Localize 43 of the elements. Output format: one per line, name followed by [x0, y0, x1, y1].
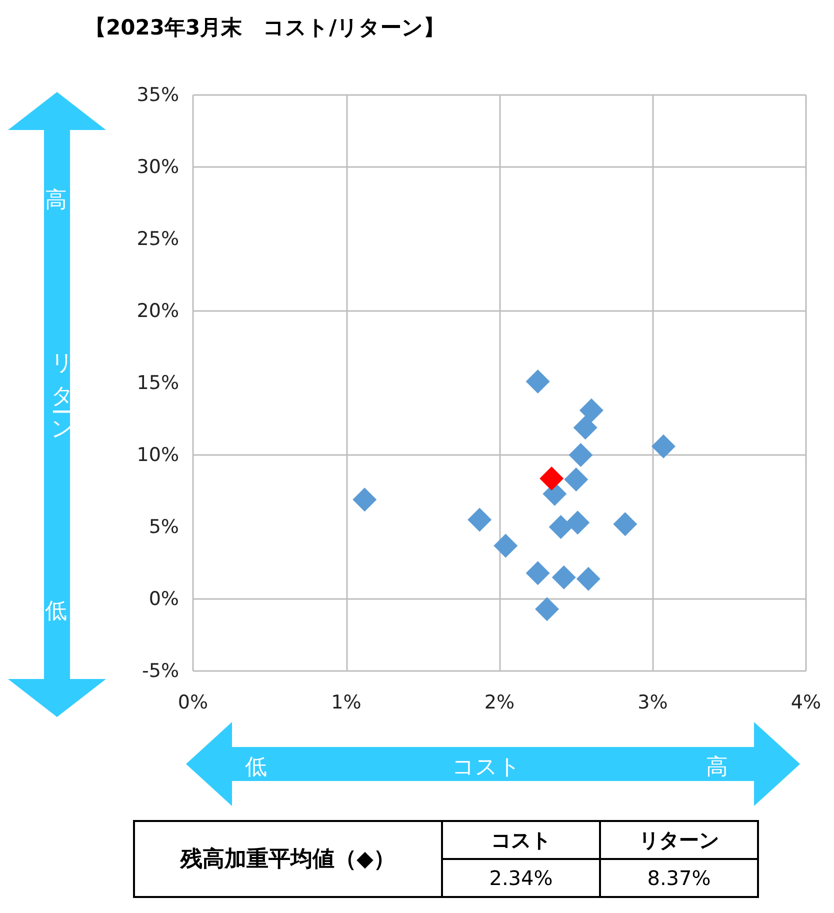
- y-axis-title: リターン: [48, 338, 75, 437]
- text: 低: [45, 598, 67, 626]
- point: [494, 534, 518, 558]
- y-tick-label: 25%: [136, 228, 179, 250]
- text: コスト: [442, 821, 600, 859]
- text: リターン: [600, 821, 758, 859]
- point: [552, 565, 576, 590]
- y-tick-label: 0%: [148, 588, 179, 610]
- point: [535, 597, 560, 622]
- text: 2.34%: [442, 859, 600, 897]
- point: [540, 466, 564, 490]
- chart-title: 【2023年3月末 コスト/リターン】: [85, 16, 445, 40]
- text: 低: [245, 754, 267, 782]
- x-tick-label: 2%: [484, 692, 515, 714]
- y-tick-label: 15%: [136, 372, 179, 394]
- point: [579, 398, 604, 422]
- point: [526, 561, 550, 586]
- point: [526, 370, 550, 394]
- point: [613, 512, 638, 536]
- point: [566, 510, 590, 535]
- x-tick-label: 1%: [331, 692, 362, 714]
- y-tick-label: 30%: [136, 156, 179, 178]
- point: [352, 488, 377, 512]
- point: [573, 416, 598, 440]
- y-tick-label: 35%: [136, 84, 179, 106]
- x-tick-label: 0%: [178, 692, 208, 714]
- y-tick-label: 10%: [136, 444, 179, 466]
- point: [548, 515, 573, 539]
- point: [568, 443, 593, 467]
- x-tick-label: 4%: [790, 692, 822, 714]
- y-tick-label: -5%: [142, 660, 179, 682]
- text: 8.37%: [600, 859, 758, 897]
- point: [576, 566, 600, 591]
- x-tick-label: 3%: [638, 692, 668, 714]
- point: [564, 467, 588, 492]
- y-tick-label: 5%: [148, 516, 179, 538]
- point: [651, 434, 676, 458]
- text: 高: [45, 187, 67, 215]
- point: [468, 508, 492, 532]
- text: 高: [706, 754, 728, 782]
- y-tick-label: 20%: [136, 300, 179, 322]
- text: 残高加重平均値（◆）: [134, 821, 442, 897]
- x-axis-title: コスト: [452, 754, 521, 782]
